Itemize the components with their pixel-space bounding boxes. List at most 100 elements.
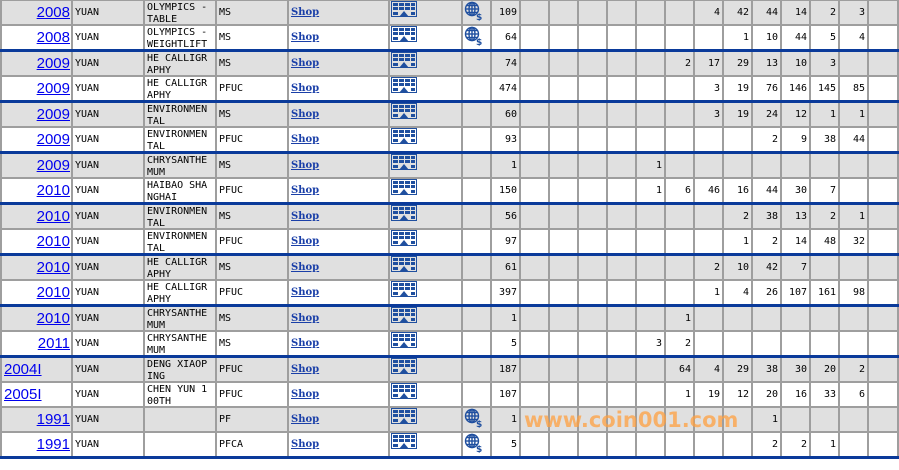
- year-link[interactable]: 2009: [36, 131, 70, 148]
- gallery-icon[interactable]: [391, 26, 417, 47]
- year-link[interactable]: 2008: [36, 4, 70, 21]
- grade-count-cell: 3: [635, 330, 666, 358]
- shop-cell: Shop: [287, 228, 390, 256]
- total-cell: 1: [490, 304, 521, 332]
- year-link[interactable]: 2005I: [4, 386, 42, 403]
- name-cell: HE CALLIGRAPHY: [143, 279, 217, 307]
- year-link[interactable]: 1991: [36, 436, 70, 453]
- denomination-cell: YUAN: [71, 304, 145, 332]
- shop-link[interactable]: Shop: [291, 160, 320, 171]
- year-link[interactable]: 2011: [37, 335, 70, 352]
- grade-count-cell: [722, 406, 753, 433]
- shop-link[interactable]: Shop: [291, 338, 320, 349]
- year-link[interactable]: 2010: [36, 208, 70, 225]
- shop-link[interactable]: Shop: [291, 287, 320, 298]
- coin-name: ENVIRONMENTAL: [147, 104, 208, 126]
- gallery-icon[interactable]: [391, 307, 417, 328]
- shop-link[interactable]: Shop: [291, 262, 320, 273]
- year-link[interactable]: 2010: [36, 233, 70, 250]
- grade-count-cell: [519, 100, 550, 128]
- year-link[interactable]: 2004I: [4, 361, 42, 378]
- year-link[interactable]: 2009: [36, 106, 70, 123]
- grade-count-cell: [577, 431, 608, 459]
- gallery-icon[interactable]: [391, 230, 417, 251]
- grade-count-cell: [664, 151, 695, 179]
- gallery-icon[interactable]: [391, 2, 417, 22]
- denomination-cell: YUAN: [71, 49, 145, 77]
- globe-dollar-icon[interactable]: $: [464, 2, 484, 23]
- shop-link[interactable]: Shop: [291, 389, 320, 400]
- shop-cell: Shop: [287, 49, 390, 77]
- grade-cell: MS: [215, 100, 289, 128]
- shop-link[interactable]: Shop: [291, 32, 320, 43]
- shop-cell: Shop: [287, 0, 390, 26]
- total-cell: 56: [490, 202, 521, 230]
- gallery-cell: [388, 431, 463, 459]
- grade-count-cell: 1: [751, 406, 782, 433]
- gallery-icon[interactable]: [391, 256, 417, 277]
- grade-count-cell: 7: [809, 177, 840, 205]
- shop-link[interactable]: Shop: [291, 313, 320, 324]
- grade-count-cell: [809, 253, 840, 281]
- table-row: 2010 YUAN CHRYSANTHEMUM MS Shop 1 1: [0, 304, 899, 332]
- gallery-icon[interactable]: [391, 384, 417, 404]
- year-link[interactable]: 2010: [36, 182, 70, 199]
- shop-link[interactable]: Shop: [291, 211, 320, 222]
- grade-count-cell: [693, 24, 724, 52]
- grade-count-cell: 32: [838, 228, 869, 256]
- gallery-icon[interactable]: [391, 332, 417, 353]
- grade-count-cell: [635, 49, 666, 77]
- gallery-icon[interactable]: [391, 179, 417, 200]
- globe-dollar-icon[interactable]: $: [464, 433, 484, 455]
- year-link[interactable]: 2009: [36, 157, 70, 174]
- grade-count-cell: [519, 279, 550, 307]
- total-cell: 60: [490, 100, 521, 128]
- table-row: 2009 YUAN ENVIRONMENTAL MS Shop 60 3 19 24 12 1 1: [0, 100, 899, 128]
- gallery-icon[interactable]: [391, 52, 417, 73]
- grade-cell: MS: [215, 151, 289, 179]
- shop-link[interactable]: Shop: [291, 414, 320, 425]
- total-cell: 150: [490, 177, 521, 205]
- denomination-cell: YUAN: [71, 253, 145, 281]
- year-cell: 2010: [0, 253, 73, 281]
- gallery-icon[interactable]: [391, 154, 417, 175]
- year-link[interactable]: 2008: [36, 29, 70, 46]
- year-link[interactable]: 2009: [36, 55, 70, 72]
- name-cell: ENVIRONMENTAL: [143, 100, 217, 128]
- name-cell: OLYMPICS - WEIGHTLIFTI: [143, 24, 217, 52]
- globe-dollar-icon[interactable]: $: [464, 409, 484, 430]
- gallery-icon[interactable]: [391, 433, 417, 454]
- shop-link[interactable]: Shop: [291, 83, 320, 94]
- year-link[interactable]: 2010: [36, 259, 70, 276]
- year-link[interactable]: 1991: [36, 411, 70, 428]
- gallery-icon[interactable]: [391, 77, 417, 98]
- grade-count-cell: [867, 151, 899, 179]
- shop-link[interactable]: Shop: [291, 439, 320, 450]
- gallery-icon[interactable]: [391, 205, 417, 226]
- grade-count-cell: [867, 330, 899, 358]
- globe-dollar-icon[interactable]: $: [464, 26, 484, 48]
- gallery-icon[interactable]: [391, 281, 417, 302]
- shop-link[interactable]: Shop: [291, 58, 320, 69]
- shop-link[interactable]: Shop: [291, 134, 320, 145]
- shop-link[interactable]: Shop: [291, 185, 320, 196]
- year-link[interactable]: 2009: [36, 80, 70, 97]
- gallery-icon[interactable]: [391, 128, 417, 149]
- name-cell: ENVIRONMENTAL: [143, 202, 217, 230]
- grade-count-cell: [548, 406, 579, 433]
- coin-name: HE CALLIGRAPHY: [147, 53, 208, 75]
- grade-count-cell: [519, 304, 550, 332]
- shop-link[interactable]: Shop: [291, 364, 320, 375]
- grade-cell: MS: [215, 24, 289, 52]
- shop-link[interactable]: Shop: [291, 109, 320, 120]
- year-link[interactable]: 2010: [36, 310, 70, 327]
- shop-link[interactable]: Shop: [291, 7, 320, 18]
- price-guide-cell: [461, 304, 492, 332]
- gallery-icon[interactable]: [391, 409, 417, 429]
- grade-count-cell: 12: [780, 100, 811, 128]
- gallery-icon[interactable]: [391, 358, 417, 379]
- shop-link[interactable]: Shop: [291, 236, 320, 247]
- gallery-icon[interactable]: [391, 103, 417, 124]
- grade-count-cell: 10: [722, 253, 753, 281]
- year-link[interactable]: 2010: [36, 284, 70, 301]
